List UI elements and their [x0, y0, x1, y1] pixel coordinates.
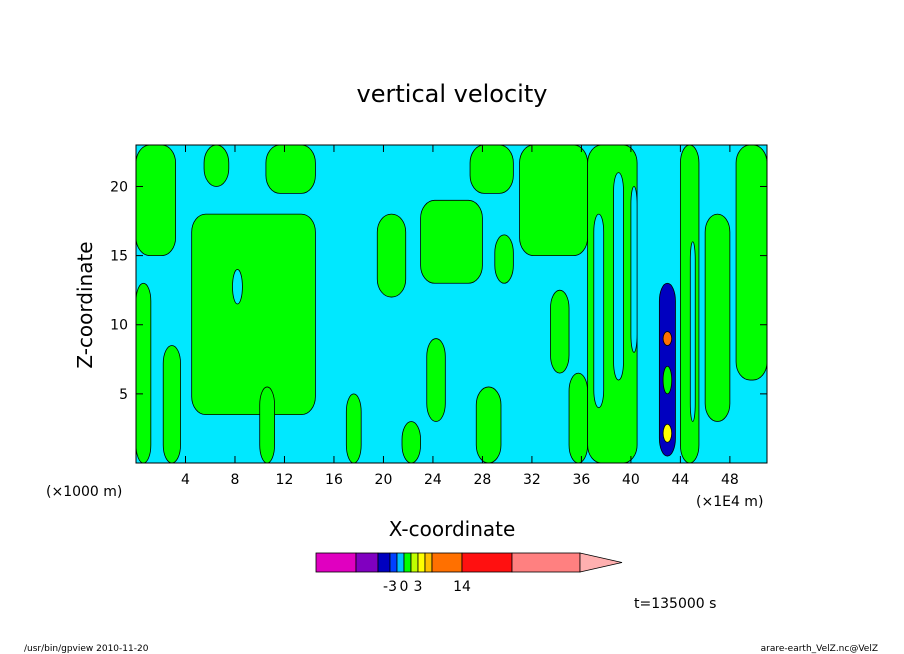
contour-region-negative — [613, 172, 624, 381]
contour-region-positive — [550, 289, 570, 374]
x-tick-label: 40 — [622, 472, 640, 488]
contour-region-positive — [519, 145, 588, 257]
contour-region-positive — [679, 145, 700, 463]
contour-region-positive — [568, 372, 588, 463]
colorbar-box — [355, 552, 379, 573]
updraft-core-region — [662, 365, 673, 395]
colorbar-box — [410, 552, 419, 573]
y-axis-label: Z-coordinate — [73, 241, 97, 368]
colorbar-box — [511, 552, 581, 573]
colorbar — [315, 552, 623, 573]
x-tick-label: 12 — [276, 472, 294, 488]
x-tick-label: 16 — [325, 472, 343, 488]
contour-region-negative — [232, 269, 243, 305]
colorbar-box — [417, 552, 426, 573]
contour-region-positive — [376, 213, 407, 298]
colorbar-ticks: -3 0 3 14 — [383, 579, 471, 595]
colorbar-tick-label: -3 — [383, 579, 397, 595]
contour-region-positive — [191, 213, 316, 416]
x-tick-label: 32 — [523, 472, 541, 488]
contour-region-positive — [136, 145, 176, 257]
x-unit-right: (×1E4 m) — [696, 494, 763, 510]
contour-region-negative — [630, 186, 638, 353]
colorbar-box — [315, 552, 357, 573]
x-axis-ticks: 4 8 12 16 20 24 28 32 36 40 44 48 — [181, 145, 739, 488]
x-tick-label: 36 — [572, 472, 590, 488]
y-axis-ticks: 5 10 15 20 — [110, 179, 767, 403]
contour-region-positive — [401, 421, 421, 463]
x-tick-label: 44 — [671, 472, 689, 488]
updraft-core-region — [662, 423, 673, 443]
contour-region-positive — [494, 234, 514, 284]
contour-region-positive — [420, 199, 483, 284]
colorbar-box — [424, 552, 433, 573]
colorbar-box — [431, 552, 463, 573]
contour-region-positive — [162, 345, 181, 463]
x-axis-label: X-coordinate — [389, 517, 516, 541]
contour-regions — [136, 145, 767, 463]
contour-region-positive — [345, 393, 362, 463]
contour-region-positive — [203, 145, 230, 187]
contour-region-positive — [704, 213, 731, 422]
colorbar-arrow — [579, 552, 623, 573]
x-tick-label: 20 — [375, 472, 393, 488]
footer-right: arare-earth_VelZ.nc@VelZ — [761, 644, 878, 654]
colorbar-box — [396, 552, 405, 573]
colorbar-box — [461, 552, 513, 573]
x-tick-label: 24 — [424, 472, 442, 488]
y-tick-label: 15 — [110, 249, 128, 265]
y-tick-label: 5 — [119, 387, 128, 403]
contour-region-positive — [265, 145, 316, 194]
colorbar-tick-label: 3 — [414, 579, 423, 595]
y-tick-label: 10 — [110, 318, 128, 334]
chart-title: vertical velocity — [357, 80, 548, 108]
contour-region-negative — [593, 213, 605, 409]
contour-region-positive — [735, 145, 767, 381]
contour-region-positive — [426, 338, 446, 422]
x-tick-label: 48 — [721, 472, 739, 488]
x-unit-left: (×1000 m) — [46, 484, 122, 500]
y-tick-label: 20 — [110, 179, 128, 195]
contour-region-positive — [469, 145, 514, 194]
colorbar-box — [403, 552, 412, 573]
contour-region-positive — [475, 386, 502, 463]
contour-region-negative — [689, 241, 696, 422]
x-tick-label: 8 — [231, 472, 240, 488]
colorbar-tick-label: 0 — [400, 579, 409, 595]
x-tick-label: 4 — [181, 472, 190, 488]
x-tick-label: 28 — [474, 472, 492, 488]
contour-region-positive — [136, 282, 152, 463]
colorbar-box — [389, 552, 398, 573]
plot-frame — [135, 144, 768, 464]
time-label: t=135000 s — [634, 596, 716, 612]
footer-left: /usr/bin/gpview 2010-11-20 — [24, 644, 149, 654]
colorbar-box — [377, 552, 391, 573]
contour-region-positive — [259, 386, 275, 463]
updraft-core-region — [662, 331, 673, 346]
colorbar-tick-label: 14 — [453, 579, 471, 595]
